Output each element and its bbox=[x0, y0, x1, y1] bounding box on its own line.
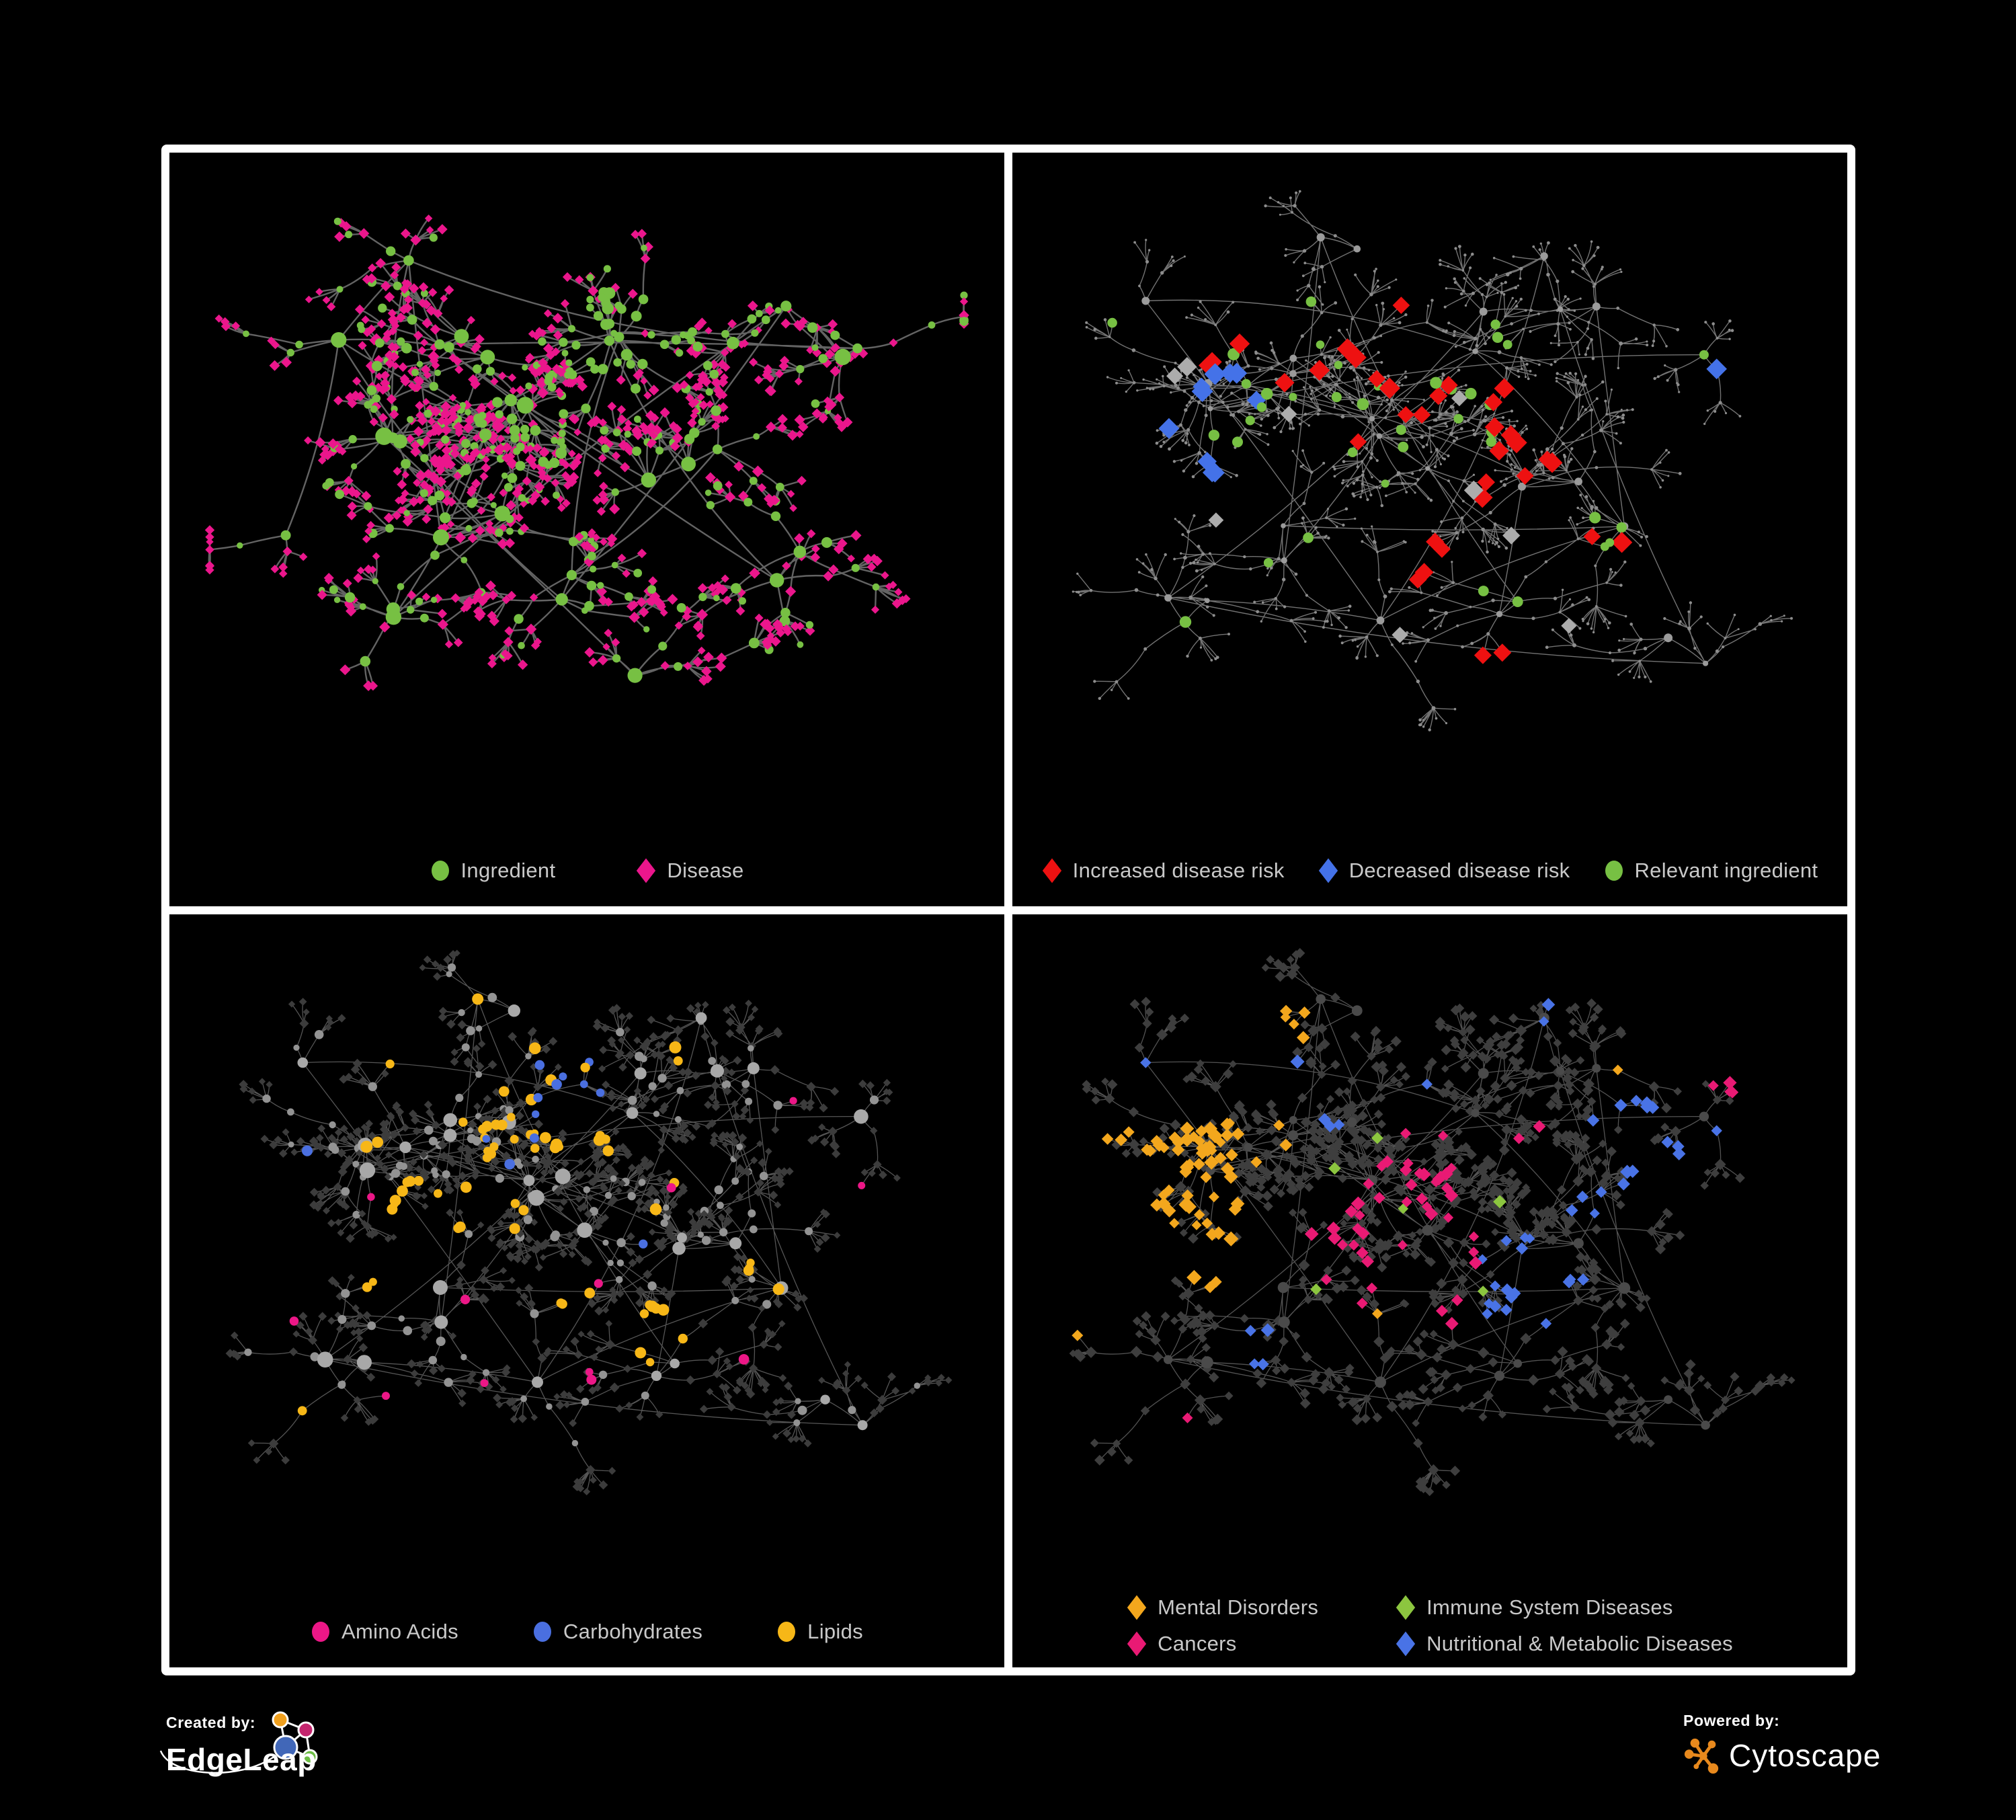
diamond-marker-icon bbox=[1396, 1591, 1416, 1624]
panel-disease-risk: Increased disease risk Decreased disease … bbox=[1012, 153, 1847, 906]
legend-label: Increased disease risk bbox=[1072, 858, 1285, 882]
cytoscape-logo-icon bbox=[1684, 1738, 1719, 1774]
edgeleap-wordmark: EdgeLeap bbox=[166, 1742, 317, 1777]
circle-marker-icon bbox=[532, 1619, 553, 1645]
cytoscape-node bbox=[1699, 1752, 1707, 1760]
cytoscape-wordmark: Cytoscape bbox=[1729, 1738, 1882, 1773]
edgeleap-node-orange bbox=[272, 1711, 289, 1729]
edgeleap-swoosh bbox=[159, 1750, 276, 1774]
legend-label: Lipids bbox=[807, 1620, 863, 1643]
created-by-block: Created by: EdgeLeap bbox=[159, 1711, 502, 1803]
legend-item: Increased disease risk bbox=[1042, 858, 1285, 883]
network-graph-ingredients-diseases bbox=[204, 214, 969, 691]
edgeleap-logo-icon bbox=[159, 1711, 318, 1774]
legend-item: Nutritional & Metabolic Diseases bbox=[1396, 1631, 1733, 1657]
cytoscape-node bbox=[1707, 1740, 1716, 1749]
legend-label: Decreased disease risk bbox=[1348, 858, 1570, 882]
circle-marker-icon bbox=[311, 1619, 331, 1645]
legend-label: Ingredient bbox=[460, 858, 556, 882]
edgeleap-node-blue bbox=[273, 1735, 298, 1760]
network-graph-disease-categories bbox=[1069, 947, 1796, 1496]
diamond-marker-icon bbox=[1127, 1627, 1147, 1660]
legend-label: Relevant ingredient bbox=[1634, 858, 1818, 882]
edgeleap-node-green bbox=[302, 1749, 318, 1765]
diamond-marker-icon bbox=[636, 854, 656, 887]
powered-by-block: Powered by: Cytoscape bbox=[1683, 1712, 1881, 1776]
legend-item: Cancers bbox=[1127, 1631, 1396, 1657]
legend-item: Ingredient bbox=[430, 858, 556, 883]
legend-item: Mental Disorders bbox=[1127, 1595, 1396, 1620]
legend-molecule-classes: Amino Acids Carbohydrates Lipids bbox=[169, 1619, 1004, 1645]
cytoscape-node bbox=[1693, 1764, 1699, 1770]
diamond-marker-icon bbox=[1396, 1627, 1416, 1660]
legend-label: Cancers bbox=[1158, 1632, 1237, 1655]
diamond-marker-icon bbox=[1042, 854, 1062, 887]
legend-item: Immune System Diseases bbox=[1396, 1595, 1733, 1620]
legend-item: Relevant ingredient bbox=[1604, 858, 1818, 883]
legend-label: Mental Disorders bbox=[1158, 1595, 1319, 1619]
edgeleap-node-magenta bbox=[297, 1721, 315, 1739]
legend-item: Carbohydrates bbox=[532, 1619, 702, 1645]
powered-by-label: Powered by: bbox=[1683, 1712, 1780, 1729]
figure-grid: Ingredient Disease Increased disease risk… bbox=[161, 145, 1855, 1675]
circle-marker-icon bbox=[776, 1619, 797, 1645]
cytoscape-brand: Cytoscape bbox=[1683, 1735, 1881, 1776]
cytoscape-node bbox=[1690, 1738, 1700, 1748]
legend-label: Nutritional & Metabolic Diseases bbox=[1426, 1632, 1733, 1655]
legend-disease-risk: Increased disease risk Decreased disease … bbox=[1012, 858, 1847, 883]
cytoscape-node bbox=[1707, 1763, 1719, 1774]
legend-item: Decreased disease risk bbox=[1318, 858, 1570, 883]
diamond-marker-icon bbox=[1318, 854, 1338, 887]
circle-marker-icon bbox=[430, 858, 450, 883]
legend-item: Disease bbox=[636, 858, 743, 883]
legend-label: Disease bbox=[667, 858, 744, 882]
legend-label: Immune System Diseases bbox=[1426, 1595, 1673, 1619]
legend-disease-categories: Mental Disorders Immune System Diseases Ca… bbox=[1012, 1595, 1847, 1657]
legend-item: Amino Acids bbox=[311, 1619, 458, 1645]
panel-disease-categories: Mental Disorders Immune System Diseases Ca… bbox=[1012, 914, 1847, 1667]
cytoscape-node bbox=[1684, 1749, 1694, 1759]
legend-label: Carbohydrates bbox=[563, 1620, 703, 1643]
circle-marker-icon bbox=[1604, 858, 1624, 883]
diamond-marker-icon bbox=[1127, 1591, 1147, 1624]
panel-ingredients-diseases: Ingredient Disease bbox=[169, 153, 1004, 906]
created-by-label: Created by: bbox=[166, 1714, 256, 1731]
panel-grid: Ingredient Disease Increased disease risk… bbox=[161, 145, 1855, 1675]
network-graph-disease-risk bbox=[1072, 190, 1793, 731]
edgeleap-brand: EdgeLeap bbox=[159, 1711, 502, 1803]
legend-item: Lipids bbox=[776, 1619, 863, 1645]
legend-ingredients-diseases: Ingredient Disease bbox=[169, 858, 1004, 883]
network-graph-molecule-classes bbox=[225, 949, 953, 1495]
panel-molecule-classes: Amino Acids Carbohydrates Lipids bbox=[169, 914, 1004, 1667]
legend-label: Amino Acids bbox=[341, 1620, 458, 1643]
